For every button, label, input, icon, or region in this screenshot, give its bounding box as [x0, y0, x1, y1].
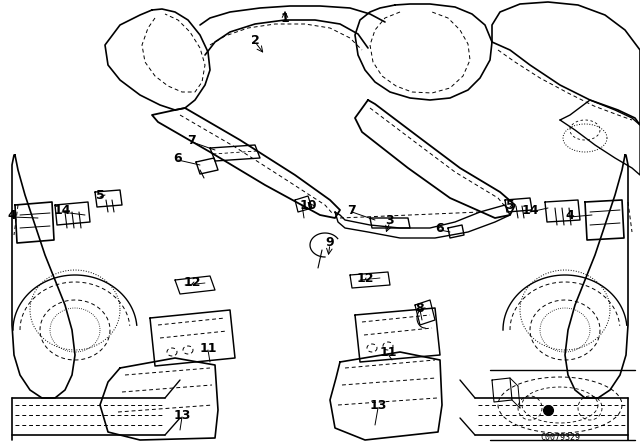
Text: 7: 7 — [188, 134, 196, 146]
Text: 10: 10 — [300, 198, 317, 211]
Text: 13: 13 — [173, 409, 191, 422]
Text: 4: 4 — [566, 208, 574, 221]
Text: 11: 11 — [380, 345, 397, 358]
Text: 7: 7 — [348, 203, 356, 216]
Text: 13: 13 — [369, 399, 387, 412]
Text: 1: 1 — [280, 12, 289, 25]
Text: C0079329: C0079329 — [540, 433, 580, 442]
Text: 12: 12 — [356, 271, 374, 284]
Text: 5: 5 — [95, 189, 104, 202]
Text: 9: 9 — [326, 236, 334, 249]
Text: 3: 3 — [386, 214, 394, 227]
Text: 6: 6 — [436, 221, 444, 234]
Text: 11: 11 — [199, 341, 217, 354]
Text: 6: 6 — [173, 151, 182, 164]
Text: 5: 5 — [506, 198, 515, 211]
Text: 8: 8 — [416, 302, 424, 314]
Text: 14: 14 — [521, 203, 539, 216]
Text: 12: 12 — [183, 276, 201, 289]
Text: 4: 4 — [8, 208, 17, 221]
Text: 2: 2 — [251, 34, 259, 47]
Text: 14: 14 — [53, 203, 71, 216]
